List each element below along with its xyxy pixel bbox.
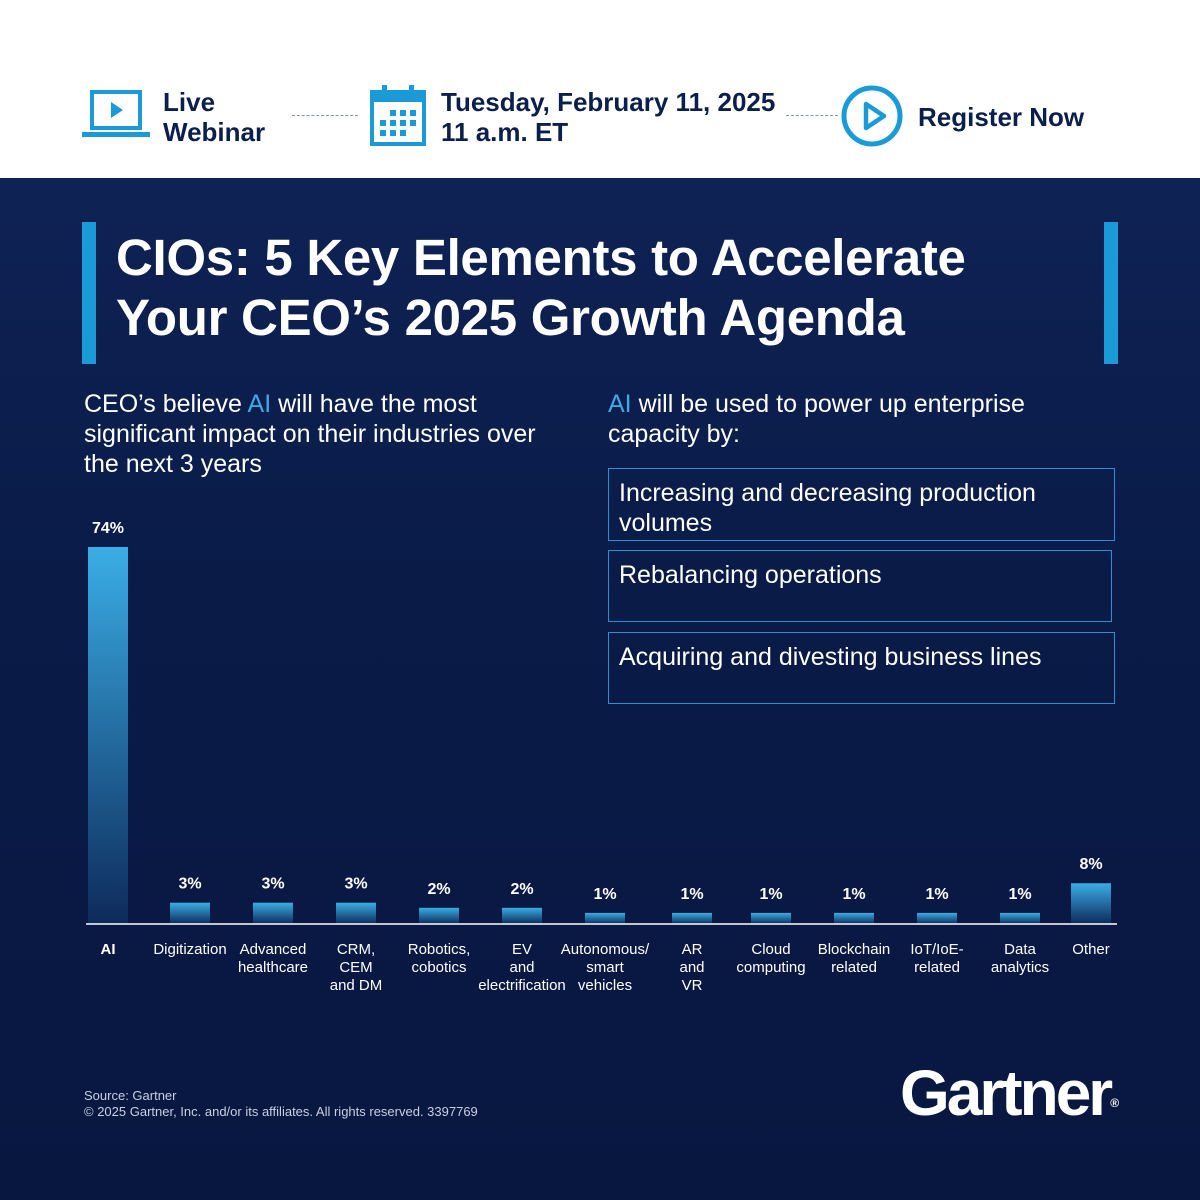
subtitle-text: CEO’s believe (84, 390, 248, 418)
data-label: 74% (92, 520, 124, 537)
chart-subtitle: CEO’s believe AI will have the most sign… (84, 389, 564, 479)
title-line-1: CIOs: 5 Key Elements to Accelerate (116, 229, 966, 286)
webinar-datetime: Tuesday, February 11, 2025 11 a.m. ET (441, 87, 775, 147)
bar (336, 902, 376, 924)
capacity-subtitle: AI will be used to power up enterprise c… (608, 389, 1108, 449)
live-label: Live (163, 87, 216, 117)
play-circle-icon[interactable] (840, 84, 904, 148)
source-note: Source: Gartner © 2025 Gartner, Inc. and… (84, 1088, 478, 1120)
category-label: Digitization (153, 941, 227, 958)
data-label: 2% (427, 881, 450, 898)
bar (170, 902, 210, 924)
category-label: EV and electrification (478, 941, 566, 994)
bar (751, 912, 791, 924)
title-accent-right (1104, 222, 1118, 364)
category-label: Data analytics (990, 941, 1050, 976)
bar (502, 907, 542, 924)
bar (253, 902, 293, 924)
capacity-item: Rebalancing operations (608, 550, 1112, 622)
page-title: CIOs: 5 Key Elements to Accelerate Your … (116, 228, 1101, 348)
bar (834, 912, 874, 924)
data-label: 1% (1008, 886, 1031, 903)
category-label: Other (1072, 941, 1110, 958)
data-label: 2% (510, 881, 533, 898)
divider (292, 115, 358, 116)
data-label: 1% (925, 886, 948, 903)
data-label: 3% (261, 876, 284, 893)
gartner-logo: Gartner® (900, 1056, 1119, 1130)
subtitle-highlight: AI (608, 390, 632, 418)
logo-text: Gartner (900, 1057, 1113, 1129)
data-label: 1% (593, 886, 616, 903)
bar (672, 912, 712, 924)
registered-mark: ® (1110, 1096, 1120, 1110)
category-label: AR and VR (679, 941, 705, 994)
bar (917, 912, 957, 924)
category-label: Blockchain related (817, 941, 891, 976)
data-label: 1% (759, 886, 782, 903)
subtitle-text: will have the most significant impact on… (84, 390, 536, 478)
data-label: 1% (680, 886, 703, 903)
live-webinar-label: Live Webinar (163, 87, 265, 147)
subtitle-highlight: AI (247, 390, 272, 418)
bar (1000, 912, 1040, 924)
content-panel (0, 178, 1200, 1200)
divider (786, 115, 838, 116)
bar (1071, 883, 1111, 924)
data-label: 8% (1079, 856, 1102, 873)
category-label: CRM, CEM and DM (329, 941, 383, 994)
category-label: Autonomous/ smart vehicles (560, 941, 650, 994)
capacity-item: Acquiring and divesting business lines (608, 632, 1115, 704)
webinar-banner: Live Webinar Tuesday, February 11, 2025 … (0, 0, 1200, 178)
category-label: Robotics, cobotics (407, 941, 471, 976)
webinar-date: Tuesday, February 11, 2025 (441, 87, 776, 117)
copyright-text: © 2025 Gartner, Inc. and/or its affiliat… (84, 1104, 478, 1119)
source-text: Source: Gartner (84, 1088, 177, 1103)
webinar-time: 11 a.m. ET (441, 117, 569, 147)
subtitle-text: will be used to power up enterprise capa… (608, 390, 1025, 448)
title-line-2: Your CEO’s 2025 Growth Agenda (116, 289, 905, 346)
capacity-item: Increasing and decreasing production vol… (608, 468, 1115, 541)
bar (88, 547, 128, 924)
data-label: 3% (178, 876, 201, 893)
title-accent-left (82, 222, 96, 364)
category-label: Cloud computing (736, 941, 806, 976)
category-label: Advanced healthcare (237, 941, 309, 976)
data-label: 1% (842, 886, 865, 903)
bar (419, 907, 459, 924)
category-label: IoT/IoE- related (910, 941, 964, 976)
laptop-play-icon (82, 90, 150, 137)
category-label: AI (100, 941, 116, 958)
data-label: 3% (344, 876, 367, 893)
bar (585, 912, 625, 924)
calendar-icon (370, 85, 426, 146)
register-now-link[interactable]: Register Now (918, 102, 1085, 132)
webinar-label: Webinar (163, 117, 266, 147)
